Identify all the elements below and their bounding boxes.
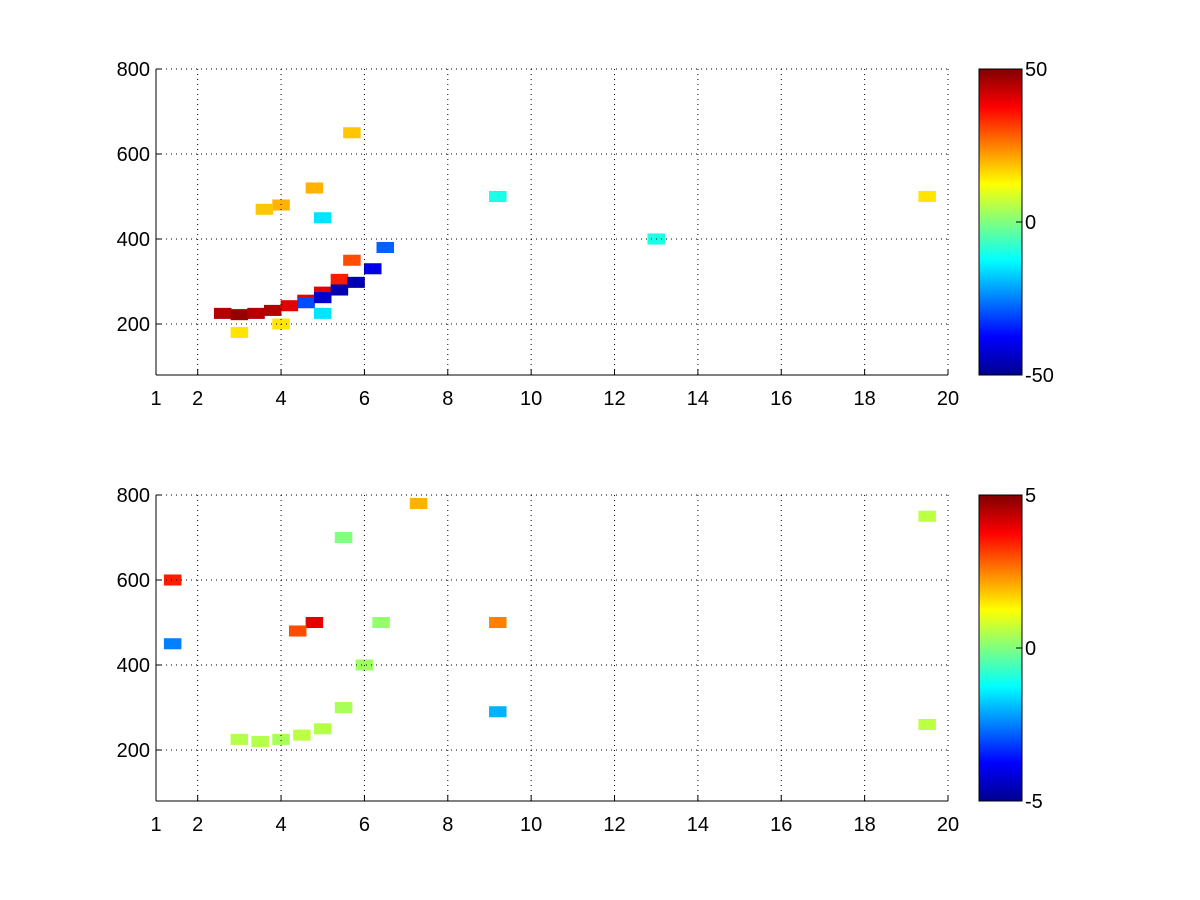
x-tick-label: 8 <box>442 814 453 836</box>
colorbar-gradient <box>978 68 1023 376</box>
heatmap-cell <box>330 273 349 285</box>
y-tick-label: 400 <box>117 229 150 251</box>
heatmap-cell <box>263 304 282 316</box>
heatmap-cell <box>918 718 936 731</box>
heatmap-cell <box>247 307 265 319</box>
x-tick-label: 1 <box>150 814 161 836</box>
x-tick-label: 6 <box>359 388 370 410</box>
y-tick-label: 600 <box>117 144 150 166</box>
x-tick-label: 8 <box>442 388 453 410</box>
x-tick-label: 10 <box>520 814 542 836</box>
heatmap-cell <box>334 531 353 544</box>
heatmap-cell <box>272 733 290 745</box>
colorbar-tick-label: -50 <box>1025 365 1054 387</box>
heatmap-cell <box>293 729 311 741</box>
x-tick-label: 18 <box>854 388 876 410</box>
heatmap-cell <box>230 309 249 321</box>
x-tick-label: 4 <box>275 814 286 836</box>
heatmap-cell <box>313 723 332 735</box>
heatmap-cell <box>213 307 232 319</box>
x-tick-label: 20 <box>937 388 959 410</box>
heatmap-cell <box>251 735 269 748</box>
plot-area <box>156 495 948 801</box>
x-tick-label: 1 <box>150 388 161 410</box>
heatmap-cell <box>343 254 361 266</box>
colorbar-tick-label: 0 <box>1025 638 1036 660</box>
x-tick-label: 12 <box>603 388 625 410</box>
heatmap-cell <box>288 625 307 637</box>
x-tick-label: 14 <box>687 388 709 410</box>
x-tick-label: 14 <box>687 814 709 836</box>
heatmap-cell <box>489 616 507 629</box>
colorbar: -50 0 50 <box>978 59 1054 387</box>
x-tick-label: 18 <box>854 814 876 836</box>
x-tick-label: 2 <box>192 388 203 410</box>
heatmap-cells <box>163 497 936 748</box>
heatmap-cell <box>376 241 395 254</box>
heatmap-cell <box>255 203 274 215</box>
heatmap-cell <box>313 292 332 304</box>
heatmap-cell <box>163 574 182 586</box>
x-tick-label: 16 <box>770 388 792 410</box>
x-tick-label: 6 <box>359 814 370 836</box>
heatmap-cell <box>163 638 182 650</box>
heatmap-cell <box>347 276 365 288</box>
heatmap-cell <box>297 297 315 309</box>
heatmap-cell <box>334 701 353 714</box>
x-tick-label: 2 <box>192 814 203 836</box>
y-tick-label: 800 <box>117 485 150 507</box>
y-tick-label: 400 <box>117 655 150 677</box>
colorbar-tick-label: 5 <box>1025 485 1036 507</box>
heatmap-cell <box>230 326 249 339</box>
x-tick-label: 12 <box>603 814 625 836</box>
heatmap-cell <box>313 212 332 224</box>
heatmap-cell <box>489 706 507 718</box>
heatmap-cell <box>280 300 299 312</box>
heatmap-cell <box>343 127 361 139</box>
x-tick-label: 4 <box>275 388 286 410</box>
heatmap-cell <box>313 307 332 319</box>
colorbar-tick-label: 50 <box>1025 59 1047 81</box>
heatmap-cell <box>918 190 936 203</box>
heatmap-cell <box>305 182 324 194</box>
y-tick-label: 800 <box>117 59 150 81</box>
colorbar-tick-label: -5 <box>1025 791 1043 813</box>
heatmap-cell <box>489 190 507 203</box>
heatmap-cell <box>230 733 249 745</box>
colorbar-gradient <box>978 494 1023 802</box>
colorbar: -5 0 5 <box>978 485 1043 813</box>
heatmap-cell <box>364 263 382 275</box>
x-tick-label: 16 <box>770 814 792 836</box>
colorbar-tick-label: 0 <box>1025 212 1036 234</box>
heatmap-cell <box>372 616 390 629</box>
y-tick-label: 600 <box>117 570 150 592</box>
heatmap-cell <box>330 284 349 296</box>
heatmap-cell <box>305 616 324 629</box>
y-tick-label: 200 <box>117 314 150 336</box>
x-tick-label: 20 <box>937 814 959 836</box>
x-tick-label: 10 <box>520 388 542 410</box>
heatmap-cell <box>918 510 936 522</box>
heatmap-cell <box>409 497 428 510</box>
y-tick-label: 200 <box>117 740 150 762</box>
